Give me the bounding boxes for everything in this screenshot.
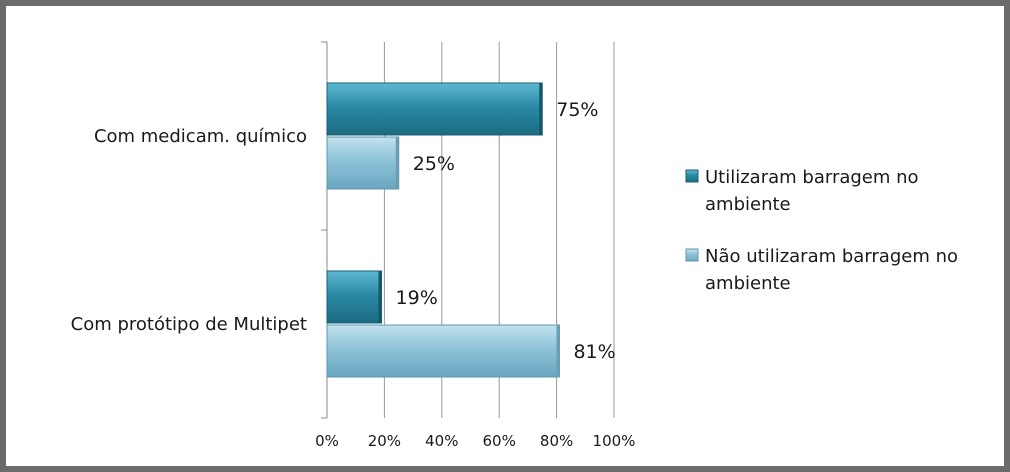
axes bbox=[321, 41, 328, 419]
bar-end-cap bbox=[556, 325, 560, 377]
legend-label: ambiente bbox=[705, 273, 791, 294]
x-tick-label: 40% bbox=[425, 432, 458, 450]
data-labels: 75% 25% 19% 81% bbox=[396, 99, 616, 363]
bar bbox=[326, 270, 383, 324]
legend: Utilizaram barragem no ambiente Não utiliz… bbox=[685, 167, 958, 294]
x-tick-label: 100% bbox=[593, 432, 636, 450]
bar-end-cap bbox=[378, 271, 382, 323]
x-tick-label: 0% bbox=[315, 432, 339, 450]
legend-swatch bbox=[685, 248, 699, 262]
bar bbox=[326, 324, 560, 378]
x-tick-label: 80% bbox=[540, 432, 573, 450]
data-label: 19% bbox=[396, 287, 438, 309]
bar bbox=[326, 82, 543, 136]
x-tick-labels: 0% 20% 40% 60% 80% 100% bbox=[315, 432, 635, 450]
data-label: 25% bbox=[413, 153, 455, 175]
category-label: Com protótipo de Multipet bbox=[71, 314, 307, 335]
x-tick-label: 20% bbox=[368, 432, 401, 450]
category-labels: Com medicam. químico Com protótipo de Mul… bbox=[71, 126, 307, 335]
data-label: 81% bbox=[573, 341, 615, 363]
legend-swatch bbox=[685, 169, 699, 183]
x-tick-label: 60% bbox=[483, 432, 516, 450]
legend-label: Utilizaram barragem no bbox=[705, 167, 919, 188]
bar bbox=[326, 136, 400, 190]
bar-end-cap bbox=[539, 83, 543, 135]
legend-label: ambiente bbox=[705, 194, 791, 215]
data-label: 75% bbox=[556, 99, 598, 121]
bars bbox=[326, 82, 560, 378]
legend-label: Não utilizaram barragem no bbox=[705, 246, 958, 267]
category-label: Com medicam. químico bbox=[94, 126, 307, 147]
bar-end-cap bbox=[395, 137, 399, 189]
